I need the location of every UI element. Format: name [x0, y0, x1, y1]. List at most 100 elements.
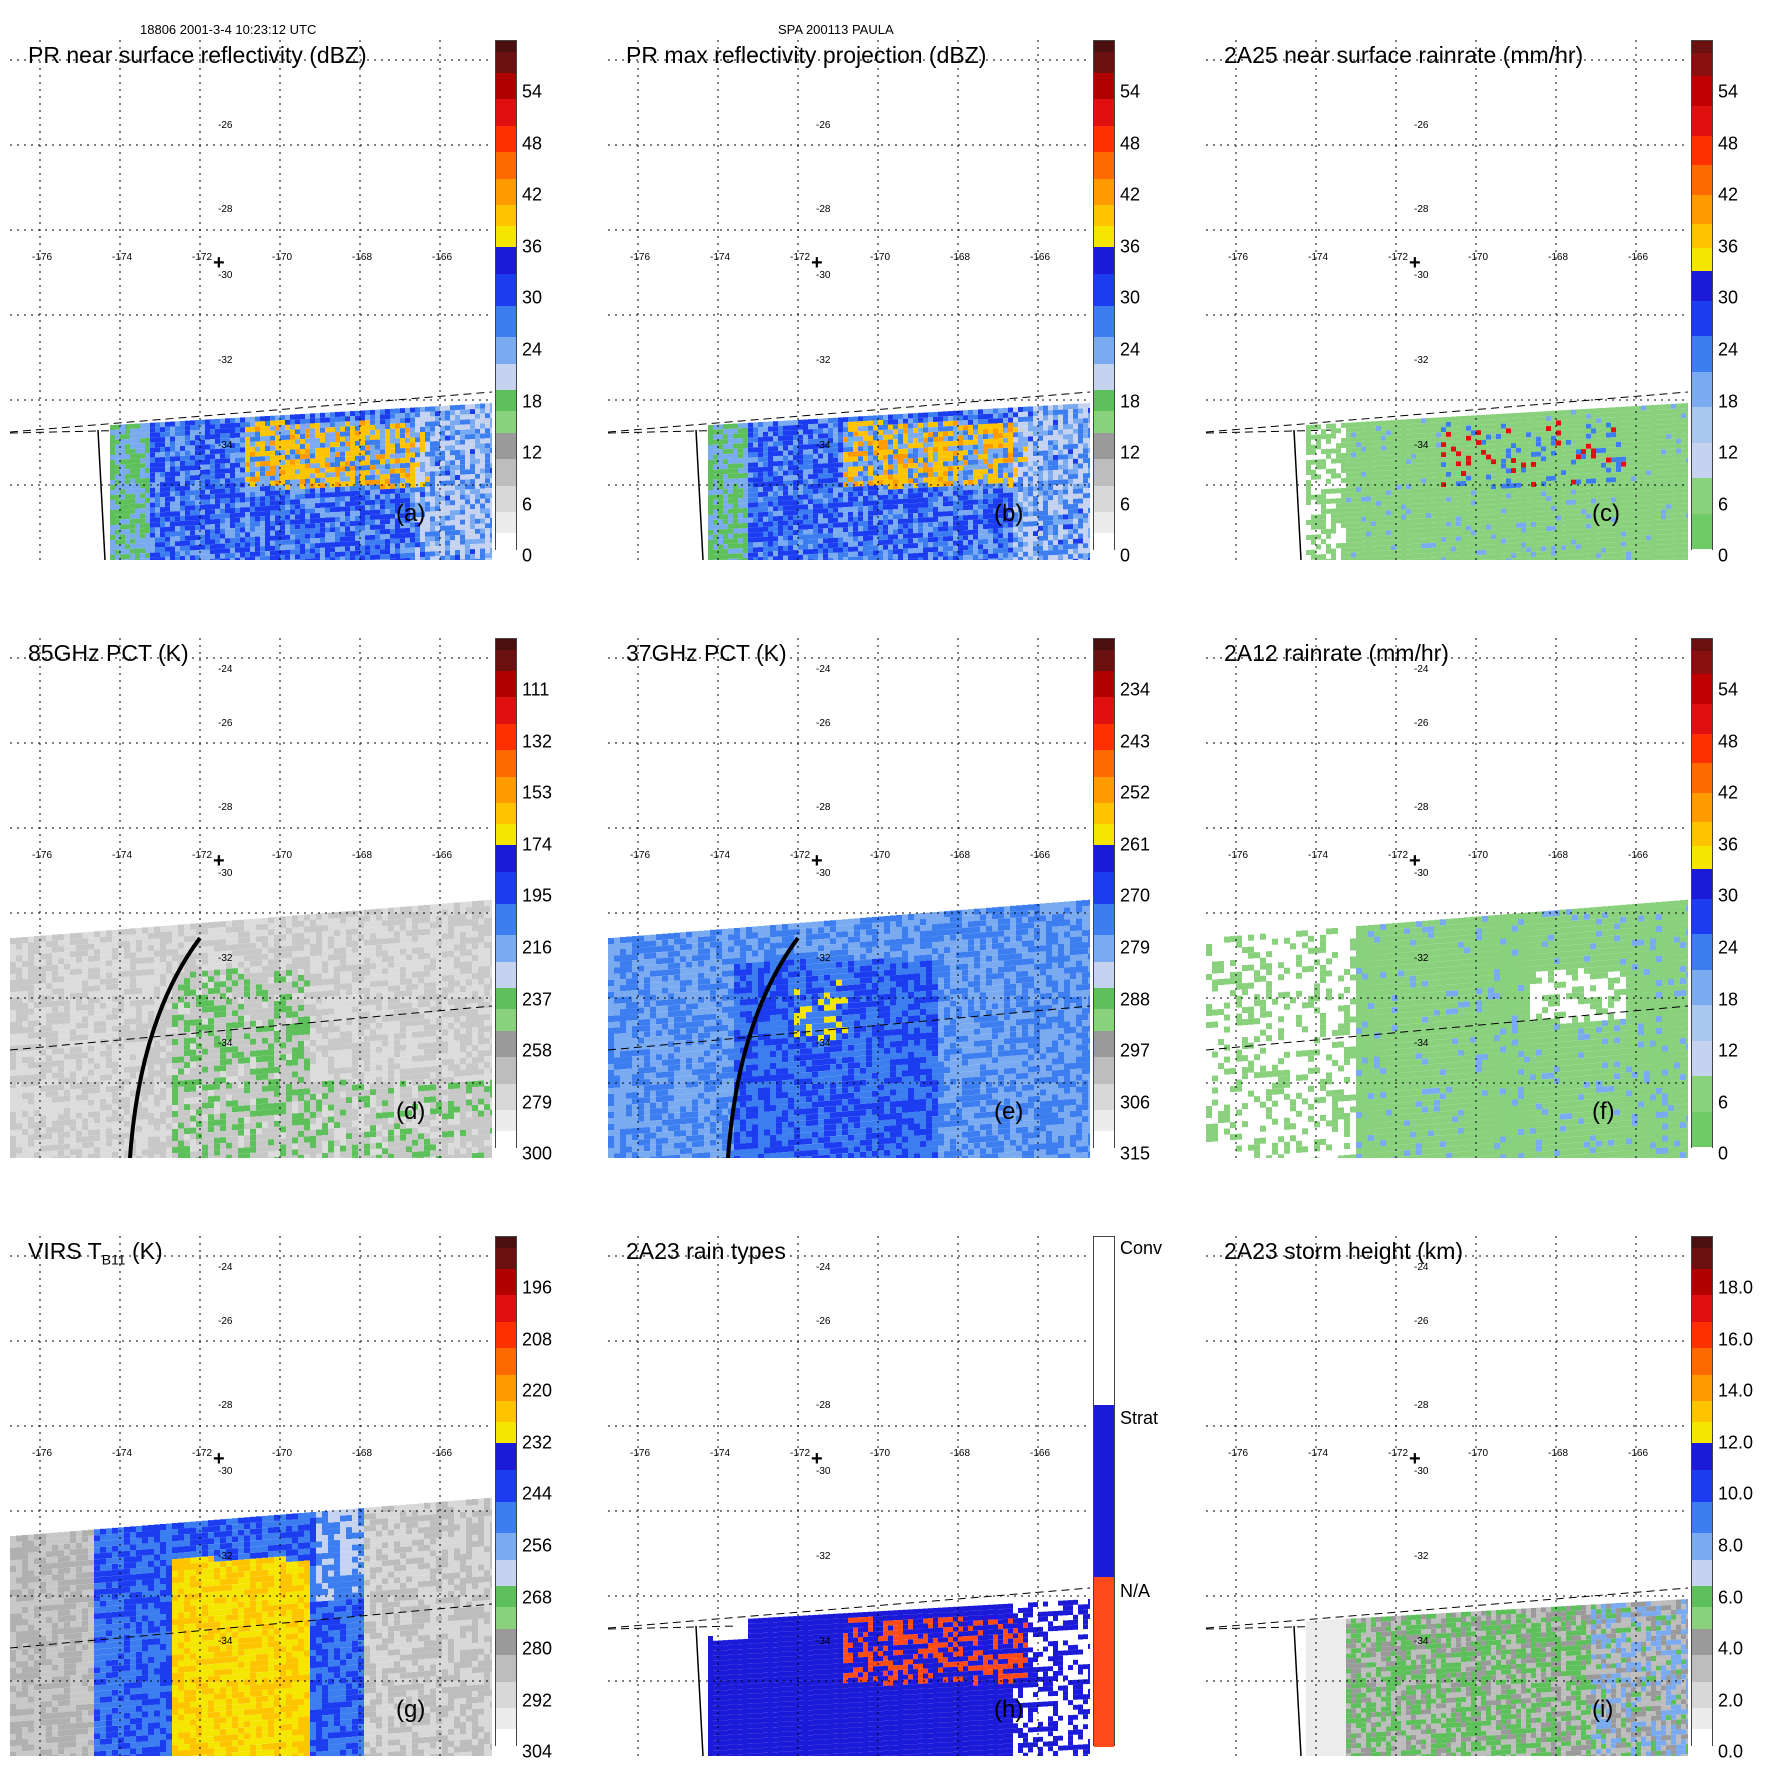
panel-title-text: 37GHz PCT (K)	[626, 640, 787, 666]
lon-label: -168	[1548, 850, 1568, 861]
colorbar-tick-c: 48	[1718, 133, 1738, 154]
lat-label: -34	[1414, 1038, 1429, 1049]
lon-label: -166	[1030, 1448, 1050, 1459]
storm-center-marker: +	[213, 1448, 225, 1470]
lat-label: -26	[1414, 718, 1429, 729]
lon-label: -176	[32, 850, 52, 861]
lat-label: -34	[218, 440, 233, 451]
panel-title-text: 2A23 storm height (km)	[1224, 1238, 1463, 1264]
colorbar-tick-e: 297	[1120, 1041, 1150, 1062]
lat-label: -28	[218, 204, 233, 215]
storm-center-marker: +	[213, 850, 225, 872]
colorbar-a	[495, 40, 517, 551]
colorbar-tick-f: 48	[1718, 731, 1738, 752]
panel-title-text: 2A25 near surface rainrate (mm/hr)	[1224, 42, 1583, 68]
colorbar-tick-e: 270	[1120, 886, 1150, 907]
colorbar-tick-g: 244	[522, 1484, 552, 1505]
colorbar-tick-d: 216	[522, 938, 552, 959]
lon-label: -170	[272, 252, 292, 263]
lat-label: -32	[816, 953, 831, 964]
lon-label: -170	[272, 850, 292, 861]
colorbar-tick-f: 18	[1718, 989, 1738, 1010]
colorbar-tick-g: 232	[522, 1432, 552, 1453]
tmi-swath	[10, 899, 492, 1158]
lon-label: -174	[710, 1448, 730, 1459]
map-d: -176 -174 -172 -170 -168 -166 -24 -26 -28 -30 -32 -…	[10, 638, 492, 1158]
storm-center-marker: +	[1409, 1448, 1421, 1470]
colorbar-tick-f: 24	[1718, 938, 1738, 959]
colorbar-tick-a: 30	[522, 288, 542, 309]
colorbar-tick-c: 6	[1718, 494, 1728, 515]
lon-label: -172	[790, 252, 810, 263]
lon-label: -176	[630, 252, 650, 263]
colorbar-tick-a: 18	[522, 391, 542, 412]
colorbar-d	[495, 638, 517, 1149]
lat-label: -24	[816, 1262, 831, 1273]
panel-c: -176 -174 -172 -170 -168 -166 -26 -28 -30 -32 -34 +…	[1196, 40, 1756, 566]
lon-label: -168	[950, 252, 970, 263]
panel-title-text: 85GHz PCT (K)	[28, 640, 189, 666]
storm-center-marker: +	[213, 252, 225, 274]
lon-label: -176	[1228, 850, 1248, 861]
lat-label: -34	[816, 1038, 831, 1049]
lat-label: -24	[816, 664, 831, 675]
panel-title-i: 2A23 storm height (km)	[1224, 1238, 1463, 1265]
lon-label: -176	[32, 1448, 52, 1459]
lon-label: -176	[630, 1448, 650, 1459]
lat-label: -26	[816, 718, 831, 729]
colorbar-tick-a: 42	[522, 185, 542, 206]
map-c: -176 -174 -172 -170 -168 -166 -26 -28 -30 -32 -34 +	[1206, 40, 1688, 560]
lat-label: -30	[816, 868, 831, 879]
colorbar-tick-c: 36	[1718, 236, 1738, 257]
colorbar-tick-c: 42	[1718, 185, 1738, 206]
lat-label: -30	[1414, 868, 1429, 879]
colorbar-tick-d: 279	[522, 1092, 552, 1113]
lat-label: -32	[1414, 1551, 1429, 1562]
lon-label: -168	[352, 252, 372, 263]
lat-label: -32	[816, 1551, 831, 1562]
lat-label: -26	[218, 1316, 233, 1327]
storm-center-marker: +	[1409, 850, 1421, 872]
lat-label: -34	[816, 1636, 831, 1647]
lon-label: -170	[870, 850, 890, 861]
storm-center-marker: +	[811, 1448, 823, 1470]
lon-label: -168	[950, 1448, 970, 1459]
lat-label: -32	[1414, 355, 1429, 366]
lon-label: -172	[192, 1448, 212, 1459]
panel-title-c: 2A25 near surface rainrate (mm/hr)	[1224, 42, 1583, 69]
panel-title-d: 85GHz PCT (K)	[28, 640, 189, 667]
lon-label: -166	[1628, 850, 1648, 861]
lat-label: -30	[1414, 270, 1429, 281]
colorbar-tick-e: 288	[1120, 989, 1150, 1010]
colorbar-tick-g: 208	[522, 1329, 552, 1350]
colorbar-tick-i: 0.0	[1718, 1742, 1743, 1763]
panel-title-e: 37GHz PCT (K)	[626, 640, 787, 667]
panel-f: -176 -174 -172 -170 -168 -166 -24 -26 -28 -30 -32 -…	[1196, 638, 1756, 1164]
lon-label: -166	[1628, 1448, 1648, 1459]
lat-label: -34	[816, 440, 831, 451]
pr-swath	[1206, 1587, 1688, 1756]
panel-title-suffix: (K)	[126, 1238, 163, 1264]
panel-label-b: (b)	[994, 500, 1023, 528]
colorbar-tick-i: 14.0	[1718, 1381, 1753, 1402]
panel-e: -176 -174 -172 -170 -168 -166 -24 -26 -28 -30 -32 -…	[598, 638, 1158, 1164]
colorbar-tick-b: 18	[1120, 391, 1140, 412]
lon-label: -174	[112, 252, 132, 263]
colorbar-tick-c: 18	[1718, 391, 1738, 412]
colorbar-tick-f: 36	[1718, 834, 1738, 855]
colorbar-tick-g: 196	[522, 1278, 552, 1299]
panel-i: -176 -174 -172 -170 -168 -166 -24 -26 -28 -30 -32 -…	[1196, 1236, 1756, 1762]
colorbar-tick-e: 252	[1120, 783, 1150, 804]
lon-label: -168	[950, 850, 970, 861]
lat-label: -26	[816, 1316, 831, 1327]
colorbar-tick-d: 300	[522, 1144, 552, 1165]
colorbar-f	[1691, 638, 1713, 1149]
colorbar-tick-d: 111	[522, 680, 549, 701]
lon-label: -168	[1548, 1448, 1568, 1459]
colorbar-tick-h: Conv	[1120, 1238, 1162, 1259]
pr-swath	[608, 1587, 1090, 1756]
panel-label-e: (e)	[994, 1098, 1023, 1126]
colorbar-tick-a: 0	[522, 546, 532, 567]
lat-label: -30	[218, 868, 233, 879]
colorbar-tick-i: 6.0	[1718, 1587, 1743, 1608]
